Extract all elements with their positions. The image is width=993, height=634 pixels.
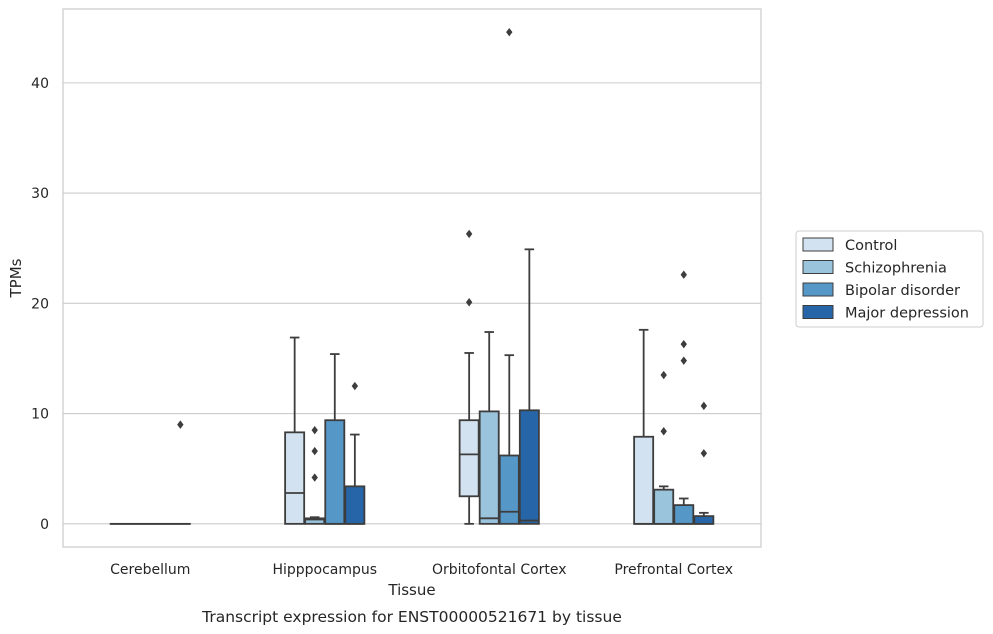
outlier-point	[660, 427, 667, 436]
box-iqr	[498, 454, 520, 525]
x-tick-label: Cerebellum	[110, 562, 190, 578]
box-group	[324, 353, 346, 525]
box-group	[693, 401, 715, 525]
legend-swatch	[802, 282, 834, 297]
legend: Control Schizophrenia Bipolar disorder Majo…	[795, 230, 984, 328]
box-group	[653, 370, 675, 525]
box-iqr	[458, 419, 480, 498]
outlier-point	[311, 473, 318, 482]
axis-ticks: 0 10 20 30 40 Cerebellum Hipppocampus Orbitofon…	[31, 76, 733, 578]
legend-label: Bipolar disorder	[845, 283, 960, 299]
y-tick-label: 0	[40, 517, 49, 533]
chart-title: Transcript expression for ENST0000052167…	[201, 608, 622, 626]
box-group	[458, 229, 480, 525]
box-iqr	[518, 409, 540, 525]
outlier-point	[660, 370, 667, 380]
x-tick-label: Prefrontal Cortex	[614, 562, 733, 578]
legend-swatch	[802, 260, 834, 274]
box-iqr	[304, 517, 326, 525]
y-tick-label: 30	[31, 186, 49, 202]
box-group	[284, 336, 306, 525]
outlier-point	[506, 27, 513, 37]
box-group	[478, 331, 500, 525]
y-axis-label: TPMs	[7, 258, 25, 298]
outlier-point	[351, 381, 359, 391]
box-iqr	[478, 410, 500, 525]
box-iqr	[344, 485, 366, 525]
outlier-point	[465, 229, 473, 239]
box-group	[169, 420, 191, 525]
outlier-point	[680, 270, 687, 279]
box-iqr	[324, 419, 346, 525]
box-group	[518, 248, 540, 525]
box-iqr	[693, 515, 715, 525]
x-axis-label: Tissue	[387, 581, 435, 599]
box-iqr	[284, 431, 306, 525]
outlier-point	[465, 298, 473, 307]
outlier-point	[700, 449, 708, 458]
box-group	[673, 270, 695, 525]
outlier-point	[177, 420, 184, 429]
box-iqr	[653, 488, 675, 525]
plot-area-frame	[62, 8, 762, 548]
box-group	[498, 27, 520, 525]
box-group	[344, 381, 366, 525]
outlier-point	[680, 356, 687, 365]
legend-label: Control	[845, 238, 897, 254]
outlier-point	[311, 446, 318, 456]
box-group	[633, 328, 655, 525]
x-tick-label: Hipppocampus	[272, 562, 377, 578]
outlier-point	[700, 401, 708, 411]
box-iqr	[633, 435, 655, 525]
legend-label: Major depression	[845, 306, 969, 322]
outlier-point	[680, 339, 687, 349]
outlier-point	[311, 425, 318, 435]
legend-swatch	[802, 305, 834, 319]
box-iqr	[673, 504, 695, 525]
box-plot-layer	[109, 27, 715, 525]
box-group	[304, 425, 326, 525]
legend-frame	[795, 230, 984, 328]
y-tick-label: 10	[31, 407, 49, 423]
y-tick-label: 40	[31, 76, 49, 92]
y-tick-label: 20	[31, 296, 49, 312]
legend-swatch	[802, 237, 834, 252]
legend-label: Schizophrenia	[845, 261, 947, 277]
x-tick-label: Orbitofontal Cortex	[432, 562, 567, 578]
